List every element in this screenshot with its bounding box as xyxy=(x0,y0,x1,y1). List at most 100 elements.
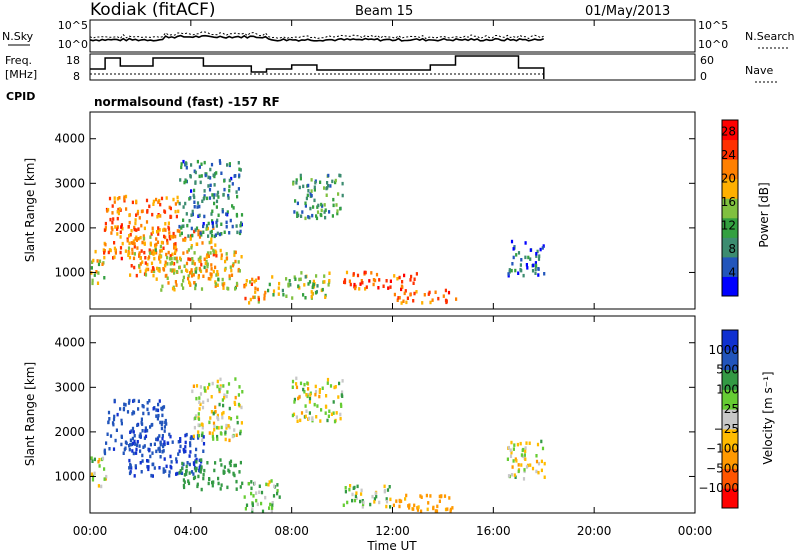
colorbar-segment xyxy=(722,178,738,199)
heatmap-cell xyxy=(150,473,153,478)
heatmap-cell xyxy=(179,437,182,441)
heatmap-cell xyxy=(537,267,540,271)
heatmap-cell xyxy=(208,477,211,481)
heatmap-cell xyxy=(239,485,242,489)
heatmap-cell xyxy=(311,213,314,218)
heatmap-cell xyxy=(263,293,266,298)
heatmap-cell xyxy=(298,395,301,399)
heatmap-cell xyxy=(182,279,185,283)
power-colorbar: 4 8 12 16 20 24 28 xyxy=(721,119,739,297)
heatmap-cell xyxy=(360,279,363,283)
heatmap-cell xyxy=(270,509,273,513)
heatmap-cell xyxy=(305,196,308,201)
heatmap-cell xyxy=(202,274,205,278)
heatmap-cell xyxy=(121,226,124,231)
heatmap-cell xyxy=(165,252,168,257)
heatmap-cell xyxy=(216,384,219,389)
heatmap-cell xyxy=(164,420,167,425)
heatmap-cell xyxy=(138,444,141,448)
y-tick-label: 1000 xyxy=(54,265,85,279)
heatmap-cell xyxy=(522,477,526,481)
heatmap-cell xyxy=(133,252,136,256)
heatmap-cell xyxy=(194,170,197,175)
heatmap-cell xyxy=(144,434,148,439)
heatmap-cell xyxy=(306,394,309,399)
heatmap-cell xyxy=(117,211,120,216)
heatmap-cell xyxy=(93,471,96,476)
heatmap-cell xyxy=(219,384,222,388)
colorbar-segment xyxy=(722,428,738,450)
heatmap-cell xyxy=(203,265,206,270)
heatmap-cell xyxy=(324,295,327,299)
heatmap-cell xyxy=(331,214,334,218)
heatmap-cell xyxy=(191,212,194,217)
heatmap-cell xyxy=(143,241,146,245)
heatmap-cell xyxy=(425,493,428,498)
heatmap-cell xyxy=(412,507,415,511)
heatmap-cell xyxy=(451,506,454,510)
heatmap-cell xyxy=(171,235,175,239)
nave-label: Nave xyxy=(745,64,773,77)
heatmap-cell xyxy=(218,402,221,407)
heatmap-cell xyxy=(200,465,203,469)
heatmap-cell xyxy=(514,268,517,273)
heatmap-cell xyxy=(144,426,147,430)
heatmap-cell xyxy=(344,486,347,490)
heatmap-cell xyxy=(373,500,376,504)
heatmap-cell xyxy=(217,195,220,199)
heatmap-cell xyxy=(148,204,151,209)
heatmap-cell xyxy=(228,276,231,281)
heatmap-cell xyxy=(429,494,432,498)
heatmap-cell xyxy=(233,253,236,257)
heatmap-cell xyxy=(187,257,190,261)
heatmap-cell xyxy=(206,251,210,255)
heatmap-cell xyxy=(151,230,154,234)
heatmap-cell xyxy=(189,441,192,445)
heatmap-cell xyxy=(142,234,145,238)
heatmap-cell xyxy=(213,201,216,206)
heatmap-cell xyxy=(134,464,137,468)
heatmap-cell xyxy=(211,209,214,213)
heatmap-cell xyxy=(203,468,206,473)
heatmap-cell xyxy=(508,270,511,274)
freq-tick-top: 18 xyxy=(66,54,80,67)
heatmap-cell xyxy=(112,422,115,427)
heatmap-cell xyxy=(236,415,239,420)
heatmap-cell xyxy=(342,503,345,507)
heatmap-cell xyxy=(302,293,305,297)
heatmap-cell xyxy=(234,463,237,468)
heatmap-cell xyxy=(153,251,156,255)
heatmap-cell xyxy=(173,288,176,292)
heatmap-cell xyxy=(143,436,146,440)
heatmap-cell xyxy=(182,251,185,255)
heatmap-cell xyxy=(524,446,527,450)
heatmap-cell xyxy=(113,398,116,403)
heatmap-cell xyxy=(205,268,208,273)
colorbar-segment xyxy=(722,217,738,238)
heatmap-cell xyxy=(216,193,219,197)
heatmap-cell xyxy=(353,284,356,289)
heatmap-cell xyxy=(415,272,418,276)
heatmap-cell xyxy=(153,466,156,470)
heatmap-cell xyxy=(161,436,164,441)
heatmap-cell xyxy=(188,454,191,458)
heatmap-cell xyxy=(203,160,206,165)
heatmap-cell xyxy=(165,196,168,200)
heatmap-cell xyxy=(326,381,329,385)
heatmap-cell xyxy=(166,441,169,445)
heatmap-cell xyxy=(419,494,422,498)
heatmap-cell xyxy=(410,274,413,279)
heatmap-cell xyxy=(128,241,131,246)
heatmap-cell xyxy=(199,392,203,396)
heatmap-cell xyxy=(174,280,177,284)
heatmap-cell xyxy=(225,252,228,256)
heatmap-cell xyxy=(190,470,194,474)
heatmap-cell xyxy=(221,277,224,282)
heatmap-cell xyxy=(110,231,113,235)
heatmap-cell xyxy=(318,388,321,392)
heatmap-cell xyxy=(211,221,214,225)
heatmap-cell xyxy=(203,194,206,198)
heatmap-cell xyxy=(116,210,119,214)
heatmap-cell xyxy=(232,471,235,476)
heatmap-cell xyxy=(214,409,217,414)
